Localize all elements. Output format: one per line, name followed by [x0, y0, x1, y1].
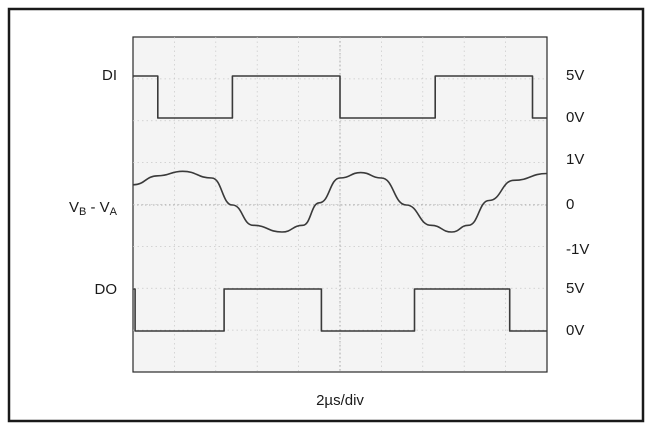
scope-grid: [133, 37, 547, 372]
scope-traces: [132, 75, 548, 332]
scale-label: 1V: [566, 151, 584, 168]
trace-name-label: VB - VA: [69, 199, 118, 218]
scope-labels: DI 5V 0V VB - VA 1V 0 -1V DO 5V 0V: [69, 67, 589, 339]
trace-vb-va: [132, 170, 548, 233]
scale-label: -1V: [566, 241, 589, 258]
trace-do: [133, 288, 547, 332]
scale-label: 5V: [566, 67, 584, 84]
trace-di: [133, 75, 547, 119]
figure-frame: [7, 7, 645, 423]
scale-label: 5V: [566, 280, 584, 297]
scale-label: 0V: [566, 109, 584, 126]
scale-label: 0: [566, 196, 574, 213]
trace-name-label: DI: [102, 67, 117, 84]
scale-label: 0V: [566, 322, 584, 339]
trace-name-label: DO: [95, 281, 118, 298]
timebase-label: 2µs/div: [316, 392, 364, 409]
